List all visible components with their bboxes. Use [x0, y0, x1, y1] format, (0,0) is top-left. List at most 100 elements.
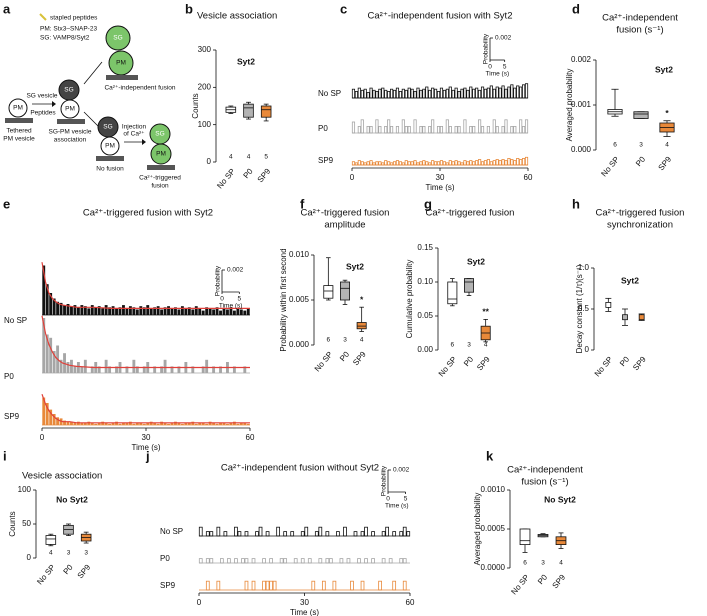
bar: [457, 91, 461, 99]
bar: [495, 159, 499, 166]
n-label: 5: [264, 154, 268, 161]
surface: [147, 165, 175, 170]
bar: [404, 89, 408, 99]
y-tick-label: 0.005: [289, 295, 310, 304]
bar: [108, 307, 112, 315]
y-axis-label: Counts: [191, 93, 200, 118]
y-tick-label: 0.15: [417, 243, 433, 252]
bar: [495, 86, 499, 99]
bar: [419, 126, 423, 134]
y-tick-label: 0.002: [571, 55, 592, 64]
bar: [191, 309, 195, 315]
x-tick-label: SP9: [351, 349, 368, 367]
bar: [498, 87, 502, 99]
bar: [108, 423, 112, 425]
bar: [163, 307, 167, 315]
n-label: 4: [360, 337, 364, 344]
mean-marker: [622, 314, 628, 321]
bar: [101, 308, 105, 315]
bar: [251, 580, 256, 591]
bar: [516, 85, 520, 99]
bar: [472, 126, 476, 134]
bar: [416, 87, 420, 99]
box: [633, 111, 649, 119]
y-axis-label: Cumulative probability: [405, 260, 414, 339]
n-label: 6: [327, 337, 331, 344]
bar: [504, 160, 508, 166]
surface: [106, 75, 138, 80]
vesicle-label: PM: [156, 151, 166, 158]
bar: [325, 531, 330, 537]
x-tick-label: 30: [436, 173, 445, 182]
n-label: 3: [639, 142, 643, 149]
bar: [357, 558, 361, 564]
bar: [366, 161, 370, 166]
bar: [469, 86, 473, 99]
n-label: 3: [541, 560, 545, 567]
x-tick-label: No SP: [599, 155, 621, 178]
bar: [371, 531, 375, 537]
bar: [139, 306, 143, 315]
surface: [57, 119, 85, 124]
bar: [205, 558, 210, 564]
bar: [212, 422, 216, 425]
bar: [413, 119, 417, 134]
bar: [234, 526, 238, 537]
bar: [232, 310, 236, 315]
bar: [378, 580, 382, 591]
panel-letter: f: [300, 196, 305, 211]
bar: [300, 531, 305, 537]
bar: [244, 558, 249, 564]
bar: [410, 161, 414, 166]
bar: [184, 422, 188, 425]
bar: [351, 121, 356, 134]
bar: [483, 160, 488, 166]
y-tick-label: 0.5: [578, 304, 590, 313]
bar: [398, 91, 402, 99]
vesicle-label: PM: [105, 143, 115, 150]
bar: [122, 305, 125, 315]
x-tick-label: 0: [197, 598, 202, 607]
significance: **: [482, 307, 489, 317]
bar: [180, 306, 184, 315]
bar: [388, 558, 393, 564]
bar: [63, 305, 66, 315]
bar: [489, 85, 493, 99]
legend-text: PM: Stx3–SNAP-23: [40, 26, 97, 33]
bar: [87, 308, 91, 315]
bar: [360, 531, 365, 537]
vesicle-label: PM: [65, 106, 75, 113]
bar: [115, 308, 118, 315]
bar: [314, 531, 319, 537]
x-tick-label: No SP: [593, 355, 615, 378]
bar: [262, 558, 266, 564]
bar: [431, 87, 435, 99]
bar: [56, 301, 60, 315]
bar: [522, 157, 526, 166]
bar: [70, 359, 73, 373]
bar: [76, 362, 80, 373]
bar: [501, 159, 505, 166]
bar: [480, 86, 485, 99]
scale-label: Probability: [381, 465, 388, 496]
panel-letter: c: [340, 1, 347, 16]
bar: [463, 119, 467, 134]
panel-title: Ca²⁺-triggered fusion: [596, 208, 685, 219]
bar: [272, 580, 277, 591]
panel-label: Syt2: [655, 64, 673, 74]
bar: [97, 422, 101, 425]
bar: [354, 91, 358, 99]
bar: [209, 558, 214, 564]
row-label: P0: [318, 124, 328, 133]
bar: [366, 126, 370, 134]
x-tick-label: No SP: [35, 563, 57, 586]
bar: [472, 161, 476, 166]
bar: [269, 580, 273, 591]
bar: [70, 306, 73, 315]
bar: [498, 160, 502, 166]
bar: [174, 307, 177, 315]
panel-title: Vesicle association: [197, 11, 277, 22]
bar: [111, 422, 115, 425]
bar: [205, 531, 210, 537]
bar: [201, 422, 205, 425]
